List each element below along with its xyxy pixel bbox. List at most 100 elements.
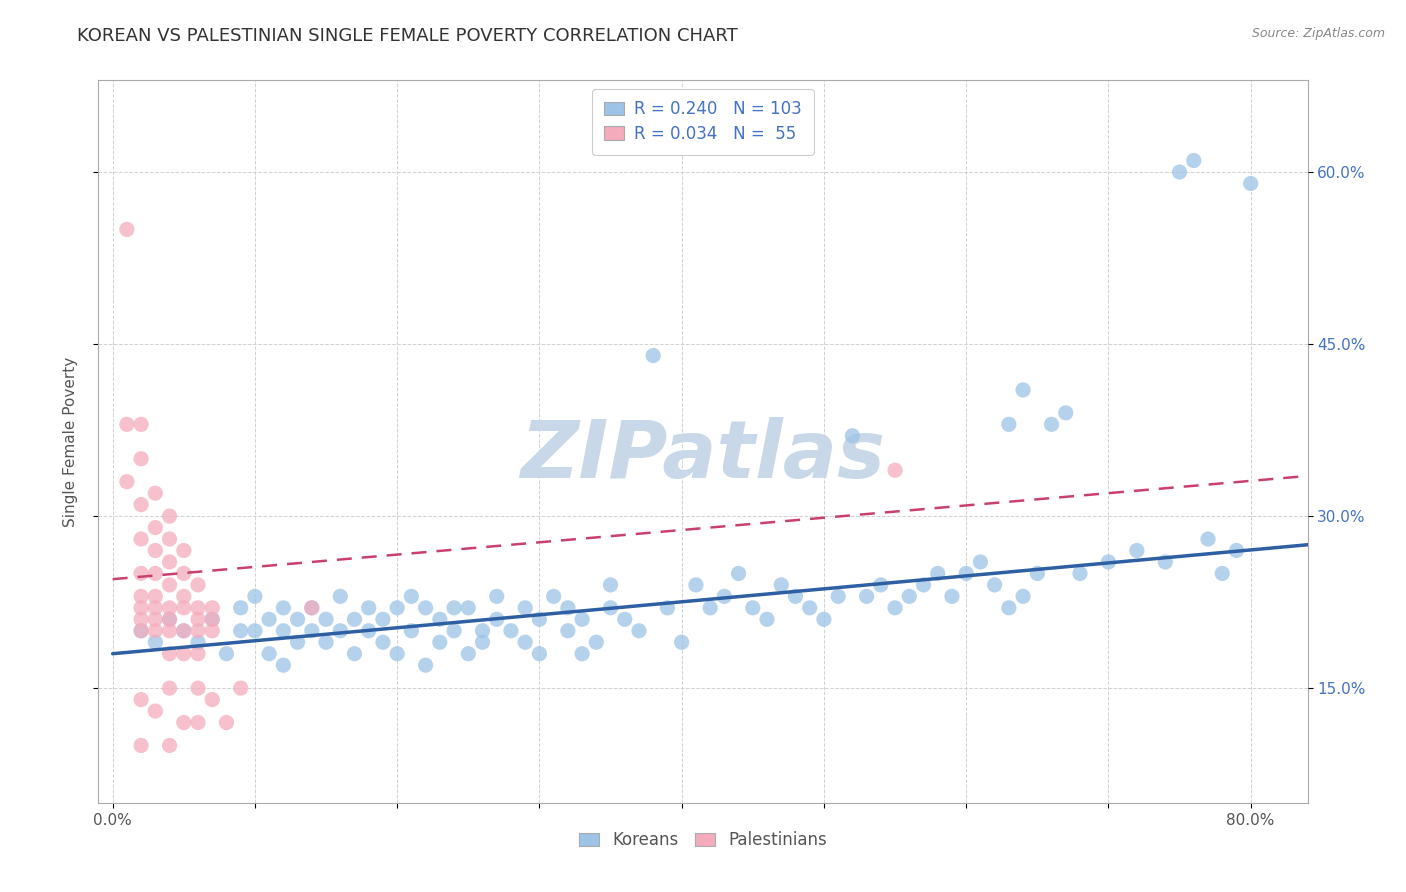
Point: [1097, 555, 1119, 569]
Point: [315, 635, 337, 649]
Point: [371, 635, 394, 649]
Point: [371, 612, 394, 626]
Point: [143, 486, 166, 500]
Point: [343, 612, 366, 626]
Point: [927, 566, 949, 581]
Point: [159, 681, 181, 695]
Point: [385, 647, 408, 661]
Point: [115, 475, 138, 489]
Point: [599, 600, 621, 615]
Point: [201, 612, 224, 626]
Point: [159, 612, 181, 626]
Point: [329, 624, 352, 638]
Point: [187, 612, 209, 626]
Text: KOREAN VS PALESTINIAN SINGLE FEMALE POVERTY CORRELATION CHART: KOREAN VS PALESTINIAN SINGLE FEMALE POVE…: [77, 27, 738, 45]
Point: [143, 624, 166, 638]
Point: [301, 624, 323, 638]
Point: [143, 590, 166, 604]
Point: [557, 600, 579, 615]
Point: [159, 578, 181, 592]
Point: [429, 635, 451, 649]
Point: [143, 635, 166, 649]
Point: [273, 624, 295, 638]
Legend: Koreans, Palestinians: Koreans, Palestinians: [572, 824, 834, 856]
Point: [756, 612, 779, 626]
Point: [685, 578, 707, 592]
Point: [471, 624, 494, 638]
Point: [515, 635, 537, 649]
Point: [1225, 543, 1247, 558]
Point: [173, 590, 195, 604]
Text: ZIPatlas: ZIPatlas: [520, 417, 886, 495]
Point: [855, 590, 877, 604]
Point: [485, 590, 508, 604]
Point: [129, 566, 152, 581]
Point: [159, 647, 181, 661]
Point: [287, 612, 309, 626]
Point: [884, 463, 907, 477]
Point: [799, 600, 821, 615]
Point: [699, 600, 721, 615]
Point: [713, 590, 735, 604]
Point: [998, 417, 1021, 432]
Point: [471, 635, 494, 649]
Point: [599, 578, 621, 592]
Point: [187, 624, 209, 638]
Point: [543, 590, 565, 604]
Point: [173, 543, 195, 558]
Point: [187, 715, 209, 730]
Point: [1168, 165, 1191, 179]
Point: [869, 578, 891, 592]
Point: [173, 715, 195, 730]
Point: [571, 647, 593, 661]
Point: [1069, 566, 1091, 581]
Point: [243, 624, 266, 638]
Point: [827, 590, 849, 604]
Point: [741, 600, 763, 615]
Point: [143, 600, 166, 615]
Point: [301, 600, 323, 615]
Point: [287, 635, 309, 649]
Point: [727, 566, 749, 581]
Point: [585, 635, 607, 649]
Point: [357, 600, 380, 615]
Point: [257, 612, 280, 626]
Point: [229, 600, 252, 615]
Point: [343, 647, 366, 661]
Point: [229, 681, 252, 695]
Point: [401, 590, 423, 604]
Point: [187, 681, 209, 695]
Point: [173, 624, 195, 638]
Point: [159, 532, 181, 546]
Point: [515, 600, 537, 615]
Point: [173, 647, 195, 661]
Point: [357, 624, 380, 638]
Point: [173, 624, 195, 638]
Point: [557, 624, 579, 638]
Point: [443, 624, 465, 638]
Point: [499, 624, 522, 638]
Point: [529, 647, 551, 661]
Point: [657, 600, 679, 615]
Point: [401, 624, 423, 638]
Point: [143, 704, 166, 718]
Point: [129, 692, 152, 706]
Point: [969, 555, 991, 569]
Point: [129, 739, 152, 753]
Point: [1154, 555, 1177, 569]
Point: [1197, 532, 1219, 546]
Y-axis label: Single Female Poverty: Single Female Poverty: [63, 357, 77, 526]
Point: [173, 600, 195, 615]
Point: [884, 600, 907, 615]
Point: [671, 635, 693, 649]
Point: [229, 624, 252, 638]
Point: [1054, 406, 1077, 420]
Point: [201, 692, 224, 706]
Point: [643, 349, 665, 363]
Point: [201, 600, 224, 615]
Point: [770, 578, 793, 592]
Point: [457, 600, 479, 615]
Point: [129, 417, 152, 432]
Point: [983, 578, 1005, 592]
Point: [215, 647, 238, 661]
